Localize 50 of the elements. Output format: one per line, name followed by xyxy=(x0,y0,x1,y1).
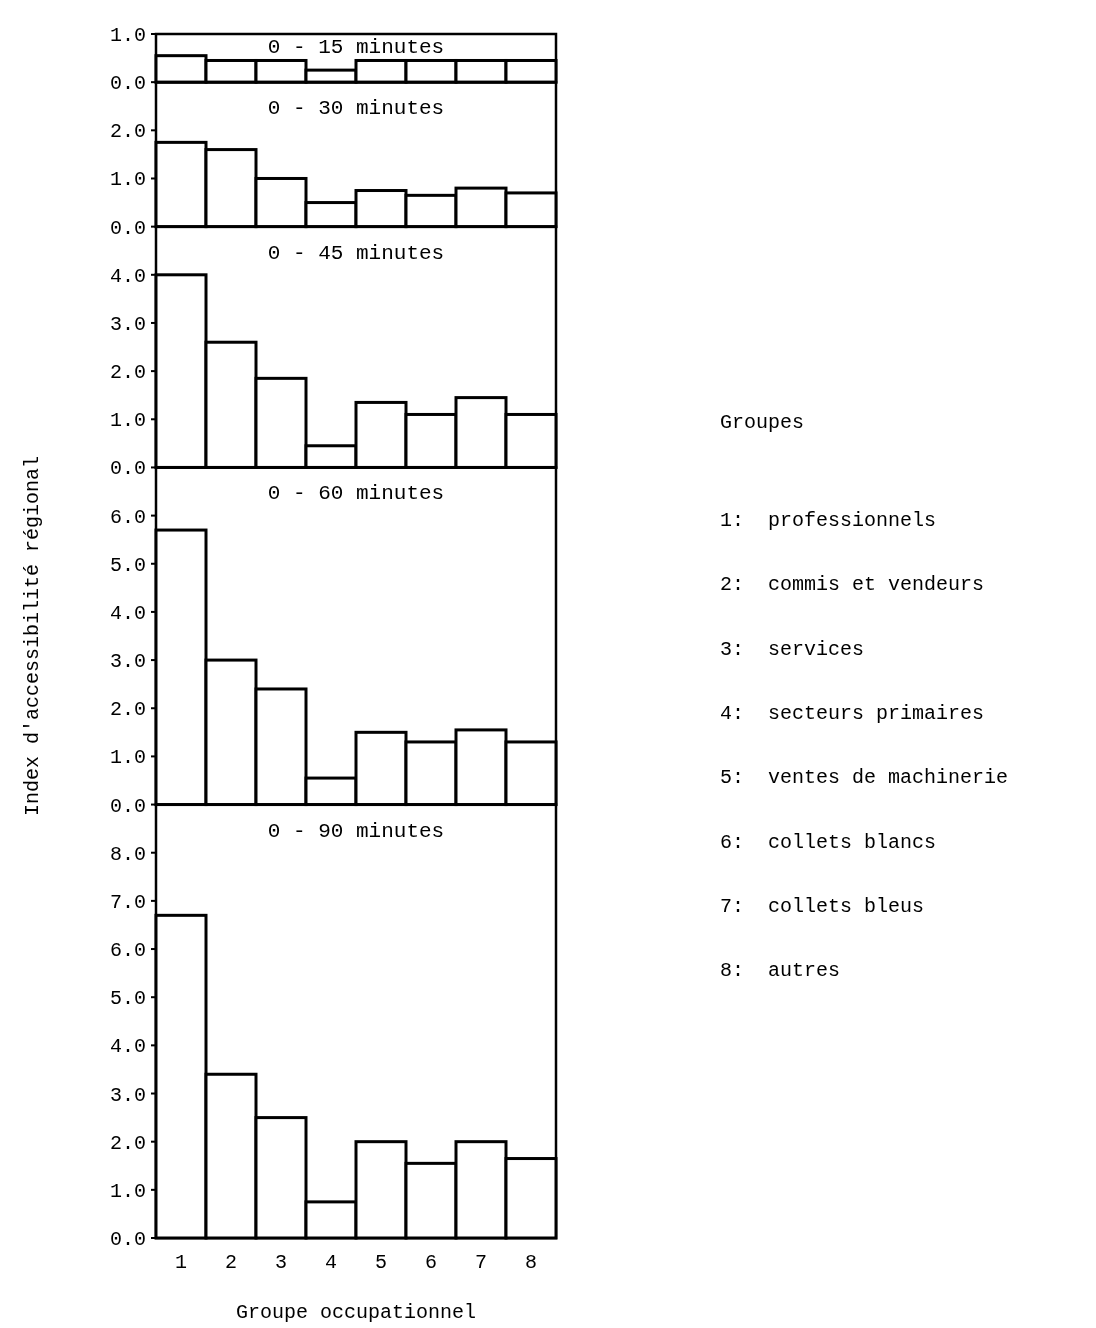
x-tick-label: 8 xyxy=(524,1251,538,1274)
text: 0 - 45 minutes xyxy=(267,241,445,265)
x-tick-label: 4 xyxy=(324,1251,338,1274)
y-tick-label: 5.0 xyxy=(109,553,146,577)
text: 4: secteurs primaires xyxy=(720,701,985,725)
y-tick-label: 1.0 xyxy=(109,168,146,192)
y-tick-label: 5.0 xyxy=(109,987,146,1011)
text: 0 - 90 minutes xyxy=(267,819,445,843)
text: 7: collets bleus xyxy=(720,894,925,918)
y-tick-label: 3.0 xyxy=(109,1083,146,1107)
y-tick-label: 2.0 xyxy=(109,698,146,722)
y-tick-label: 2.0 xyxy=(109,1131,146,1155)
x-tick-label: 3 xyxy=(274,1251,288,1274)
text: 5: ventes de machinerie xyxy=(720,766,1009,790)
y-axis-title: Index d'accessibilité régional xyxy=(21,455,44,817)
x-axis-title: Groupe occupationnel xyxy=(235,1301,477,1324)
y-tick-label: 0.0 xyxy=(109,216,146,240)
x-tick-label: 7 xyxy=(474,1251,488,1274)
x-tick-label: 1 xyxy=(174,1251,188,1274)
text: 8: autres xyxy=(720,959,841,983)
y-tick-label: 3.0 xyxy=(109,312,146,336)
y-tick-label: 0.0 xyxy=(109,457,146,481)
x-tick-label: 6 xyxy=(424,1251,438,1274)
chart-title: 0 - 15 minutes xyxy=(267,36,445,59)
y-tick-label: 4.0 xyxy=(109,264,146,288)
x-tick-label: 2 xyxy=(224,1251,238,1274)
y-tick-label: 8.0 xyxy=(109,842,146,866)
y-tick-label: 0.0 xyxy=(109,1228,146,1251)
text: 0 - 30 minutes xyxy=(267,97,445,121)
y-tick-label: 0.0 xyxy=(109,794,146,818)
y-tick-label: 6.0 xyxy=(109,939,146,963)
y-tick-label: 3.0 xyxy=(109,650,146,674)
text: 1: professionnels xyxy=(720,509,937,532)
text: 6: collets blancs xyxy=(720,830,937,854)
text: Groupes xyxy=(720,411,805,434)
text: 0 - 60 minutes xyxy=(267,482,445,506)
y-tick-label: 4.0 xyxy=(109,1035,146,1059)
y-tick-label: 0.0 xyxy=(109,72,146,96)
y-tick-label: 4.0 xyxy=(109,601,146,625)
y-tick-label: 2.0 xyxy=(109,120,146,144)
text: 2: commis et vendeurs xyxy=(720,573,985,597)
y-tick-label: 2.0 xyxy=(109,361,146,385)
y-tick-label: 1.0 xyxy=(109,1179,146,1203)
x-tick-label: 5 xyxy=(374,1251,388,1274)
y-tick-label: 1.0 xyxy=(109,409,146,433)
y-tick-label: 1.0 xyxy=(109,746,146,770)
y-tick-label: 1.0 xyxy=(109,24,146,47)
y-tick-label: 6.0 xyxy=(109,505,146,529)
y-tick-label: 7.0 xyxy=(109,890,146,914)
text: 3: services xyxy=(720,637,865,661)
